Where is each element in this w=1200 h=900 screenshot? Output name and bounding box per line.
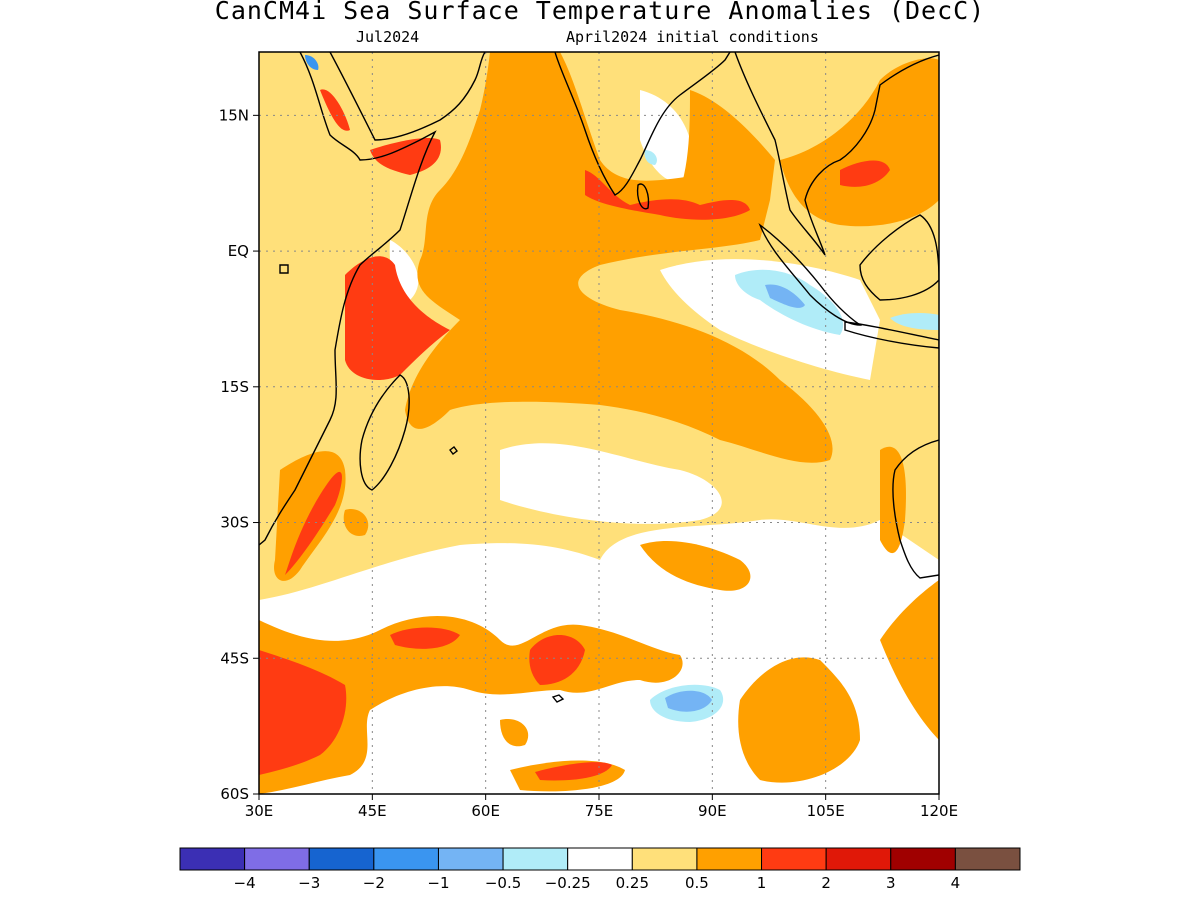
colorbar-label: −1 <box>427 874 449 892</box>
colorbar-swatch <box>567 847 633 871</box>
anomaly-region-negative <box>765 284 805 308</box>
lat-tick-label: 45S <box>220 649 249 667</box>
colorbar-label: −3 <box>298 874 320 892</box>
anomaly-region-strong <box>285 471 342 575</box>
coastline-sumatra <box>758 222 863 326</box>
anomaly-region-strong <box>390 627 460 649</box>
anomaly-region-strong <box>535 762 612 781</box>
graticule <box>259 52 939 794</box>
colorbar-label: 3 <box>886 874 896 892</box>
lat-tick-label: 15N <box>219 106 249 124</box>
lat-tick-label: 15S <box>220 378 249 396</box>
lon-tick-label: 75E <box>585 802 614 820</box>
colorbar-swatch <box>825 847 892 871</box>
anomaly-region-strong <box>320 89 350 131</box>
forecast-month: Jul2024 <box>356 28 420 46</box>
anomaly-region-strong <box>529 635 585 685</box>
lon-tick-label: 60E <box>471 802 500 820</box>
coastline-australia <box>892 439 939 579</box>
coastline <box>259 52 939 703</box>
colorbar-swatch <box>308 847 375 871</box>
anomaly-region-moderate <box>738 657 860 783</box>
coastline-southeast-asia <box>734 52 939 256</box>
colorbar-label: −4 <box>234 874 256 892</box>
colorbar-swatch <box>890 847 956 871</box>
initial-conditions: April2024 initial conditions <box>566 28 819 46</box>
colorbar-swatch <box>437 847 504 871</box>
anomaly-region-negative <box>644 150 657 165</box>
colorbar-label: −2 <box>363 874 385 892</box>
colorbar-swatch <box>631 847 698 871</box>
coastline-sri-lanka <box>636 183 650 210</box>
anomaly-region-neutral <box>660 259 880 380</box>
anomaly-region-strong <box>345 256 450 380</box>
lon-tick-label: 105E <box>807 802 845 820</box>
lat-tick-label: 30S <box>220 514 249 532</box>
anomaly-region-moderate <box>500 719 529 747</box>
colorbar-swatch <box>696 847 763 871</box>
colorbar-label: 1 <box>757 874 767 892</box>
lon-tick-label: 30E <box>245 802 274 820</box>
colorbar-swatch <box>761 847 827 871</box>
anomaly-region-strong <box>585 170 750 220</box>
coastline-java <box>844 321 939 349</box>
lon-tick-label: 120E <box>920 802 958 820</box>
coastline-india <box>554 52 731 196</box>
colorbar-swatch <box>179 847 246 871</box>
anomaly-region-strong <box>259 650 347 775</box>
lon-tick-label: 45E <box>358 802 387 820</box>
anomaly-region-moderate <box>880 580 939 740</box>
colorbar-swatch <box>502 847 569 871</box>
anomaly-region-moderate <box>343 509 369 536</box>
colorbar-label: 2 <box>821 874 831 892</box>
colorbar-swatch <box>244 847 310 871</box>
colorbar-swatch <box>373 847 439 871</box>
anomaly-region-neutral <box>500 443 722 524</box>
colorbar-swatch <box>954 847 1021 871</box>
anomaly-region-moderate <box>680 90 775 202</box>
anomaly-region-negative <box>665 690 712 712</box>
map-title: CanCM4i Sea Surface Temperature Anomalie… <box>214 0 986 25</box>
coastline-kerguelen <box>551 694 565 703</box>
colorbar-label: −0.5 <box>485 874 521 892</box>
coastline-arabia <box>329 52 486 141</box>
anomaly-region-negative <box>890 313 939 330</box>
colorbar-legend: −4 −3 −2 −1 −0.5 −0.25 0.25 0.5 1 2 3 4 <box>179 847 1021 892</box>
anomaly-region-strong <box>840 160 890 187</box>
colorbar-label: 4 <box>951 874 961 892</box>
lat-tick-label: EQ <box>228 242 249 260</box>
coastline-madagascar <box>359 374 410 491</box>
anomaly-region-moderate <box>405 52 833 463</box>
colorbar-label: 0.5 <box>685 874 709 892</box>
colorbar-label: −0.25 <box>545 874 591 892</box>
coastline-mauritius <box>449 446 458 455</box>
coastline-africa <box>259 52 437 546</box>
lon-tick-label: 90E <box>698 802 727 820</box>
colorbar-label: 0.25 <box>616 874 649 892</box>
anomaly-region-moderate <box>640 540 751 591</box>
map-axes: 30E 45E 60E 75E 90E 105E 120E 15N EQ 15S 30S 45S 60S <box>219 106 958 820</box>
coastline-lake-victoria <box>279 264 289 274</box>
lat-tick-label: 60S <box>220 785 249 803</box>
anomaly-region-negative <box>305 55 319 70</box>
anomaly-region-strong <box>370 138 441 175</box>
